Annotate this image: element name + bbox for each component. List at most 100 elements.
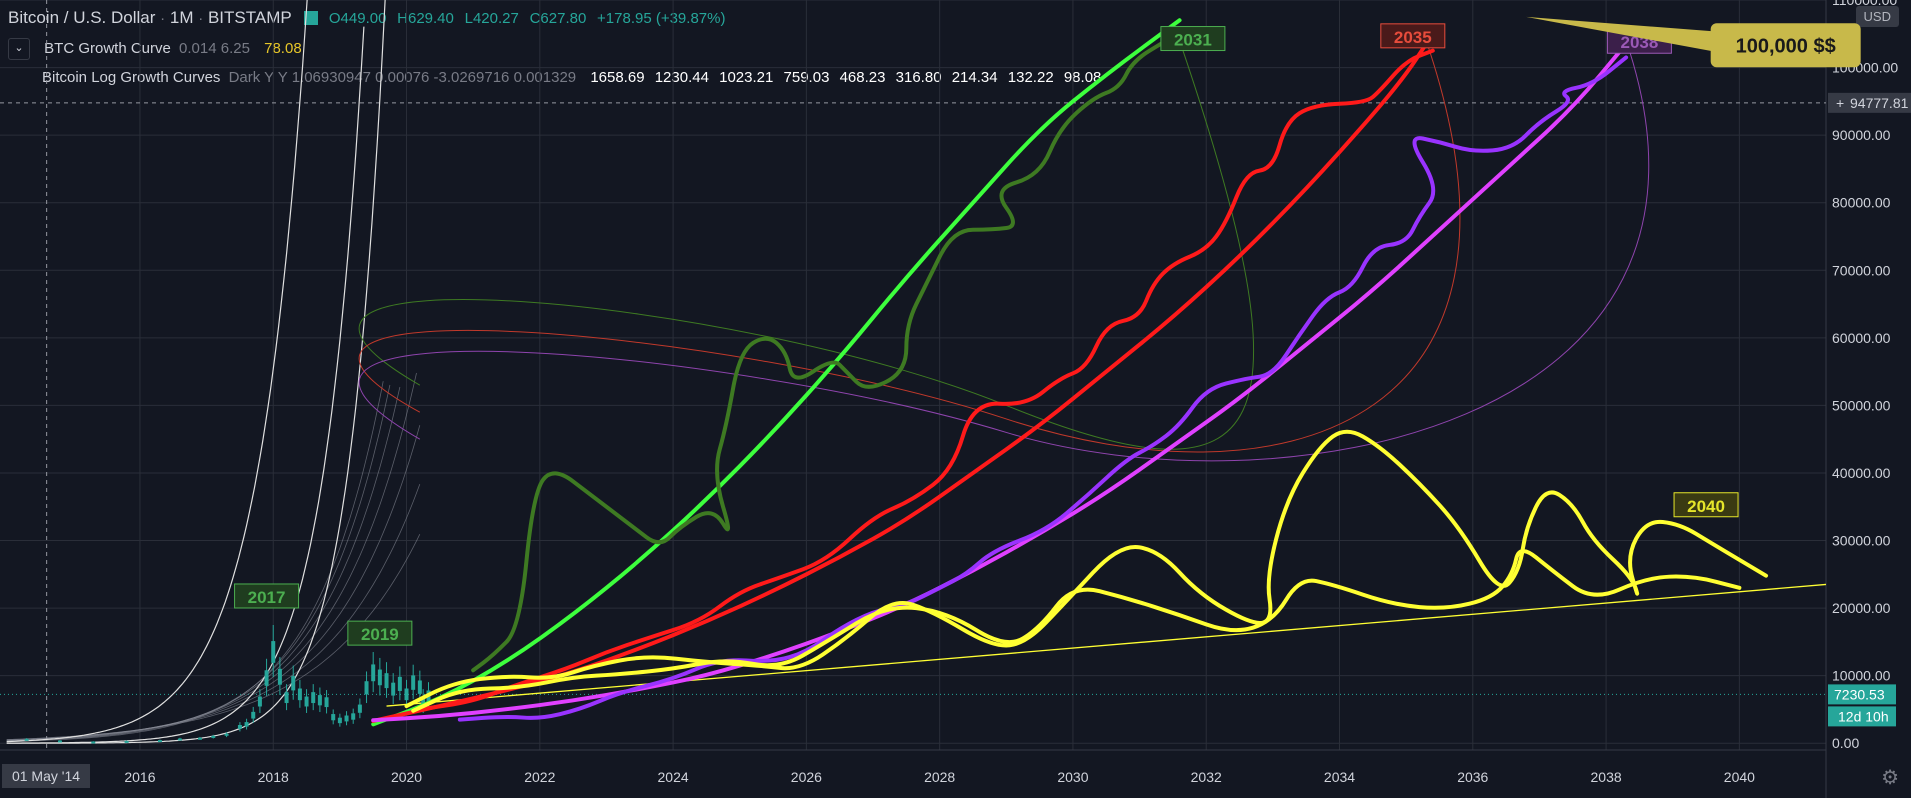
candle-body bbox=[91, 741, 96, 744]
year-label-box bbox=[1673, 492, 1739, 518]
candle-body bbox=[377, 669, 382, 686]
y-tick-label: 50000.00 bbox=[1832, 397, 1891, 413]
y-tick-label: 0.00 bbox=[1832, 735, 1859, 751]
high-value: H629.40 bbox=[397, 10, 454, 27]
sketch-path bbox=[471, 38, 1169, 673]
sketch-path bbox=[411, 549, 1742, 713]
x-tick-label: 2040 bbox=[1724, 769, 1755, 785]
candle-body bbox=[197, 737, 202, 740]
callout-pointer bbox=[1526, 16, 1713, 52]
sketch-path bbox=[417, 48, 1435, 712]
year-label-text: 2035 bbox=[1394, 28, 1432, 47]
x-tick-label: 2020 bbox=[391, 769, 422, 785]
year-label-text: 2019 bbox=[361, 625, 399, 644]
year-label-box bbox=[1380, 23, 1446, 49]
candle-body bbox=[397, 676, 402, 691]
candle-body bbox=[251, 711, 256, 719]
growth-curve-faint bbox=[6, 372, 417, 741]
x-tick-label: 2034 bbox=[1324, 769, 1355, 785]
year-label-text: 2040 bbox=[1687, 497, 1725, 516]
low-value: L420.27 bbox=[464, 10, 519, 27]
year-label-text: 2017 bbox=[248, 588, 286, 607]
candle-body bbox=[371, 664, 376, 682]
candle-body bbox=[277, 668, 282, 685]
candle-body bbox=[311, 692, 316, 704]
chart-legend: Bitcoin / U.S. Dollar · 1M · BITSTAMP O4… bbox=[8, 8, 731, 28]
x-tick-label: 2022 bbox=[524, 769, 555, 785]
candle-body bbox=[317, 695, 322, 706]
candle-body bbox=[271, 641, 276, 663]
indicator-row-2[interactable]: Bitcoin Log Growth Curves Dark Y Y 1.069… bbox=[42, 69, 1101, 86]
last-price-tag bbox=[1828, 684, 1896, 705]
indicator-value: 1230.44 bbox=[654, 69, 709, 86]
year-label-text: 2031 bbox=[1174, 31, 1212, 50]
close-value: C627.80 bbox=[529, 10, 587, 27]
x-tick-label: 2016 bbox=[124, 769, 155, 785]
candle-body bbox=[364, 681, 369, 695]
growth-curve-faint bbox=[6, 386, 401, 742]
interval-label[interactable]: 1M bbox=[169, 8, 194, 27]
candle-body bbox=[177, 738, 182, 741]
indicator-value: 214.34 bbox=[951, 69, 998, 86]
open-value: O449.00 bbox=[328, 10, 387, 27]
x-tick-label: 2032 bbox=[1191, 769, 1222, 785]
indicator-params: Dark Y Y 1.06930947 0.00076 -3.0269716 0… bbox=[228, 69, 577, 86]
growth-curve-white bbox=[6, 0, 386, 744]
candle-body bbox=[417, 680, 422, 694]
thin-arc bbox=[358, 40, 1461, 453]
x-tick-label: 2018 bbox=[258, 769, 289, 785]
candle-body bbox=[344, 715, 349, 722]
growth-curve bbox=[371, 18, 1182, 727]
y-tick-label: 80000.00 bbox=[1832, 195, 1891, 211]
y-tick-label: 70000.00 bbox=[1832, 262, 1891, 278]
x-tick-label: 2026 bbox=[791, 769, 822, 785]
legend-dot-1: · bbox=[160, 10, 166, 27]
date-tag-text: 01 May '14 bbox=[12, 768, 80, 784]
currency-badge[interactable]: USD bbox=[1855, 6, 1899, 27]
x-tick-label: 2030 bbox=[1057, 769, 1088, 785]
candle-body bbox=[411, 675, 416, 690]
candle-body bbox=[224, 733, 229, 736]
indicator-name: BTC Growth Curve bbox=[44, 39, 171, 57]
legend-dot-2: · bbox=[198, 10, 204, 27]
date-tag bbox=[2, 764, 90, 788]
candle-body bbox=[257, 696, 262, 707]
plus-icon: + bbox=[1836, 95, 1844, 111]
year-label-box bbox=[234, 583, 300, 609]
candle-body bbox=[264, 670, 269, 686]
symbol-title[interactable]: Bitcoin / U.S. Dollar bbox=[8, 8, 156, 27]
thin-arc bbox=[358, 40, 1255, 450]
crosshair-price-tag bbox=[1828, 92, 1911, 113]
candle-body bbox=[384, 673, 389, 689]
candle-body bbox=[124, 740, 129, 743]
chevron-down-icon[interactable]: ⌄ bbox=[8, 38, 30, 60]
year-label-box bbox=[347, 620, 413, 646]
candle-body bbox=[157, 740, 162, 743]
indicator-params: 0.014 6.25 bbox=[179, 39, 250, 57]
flag-icon[interactable] bbox=[304, 11, 319, 25]
price-callout-text: 100,000 $$ bbox=[1736, 35, 1836, 57]
gear-icon[interactable]: ⚙ bbox=[1881, 767, 1899, 789]
growth-curve-white bbox=[6, 26, 365, 744]
candle-body bbox=[304, 696, 309, 707]
candle-body bbox=[237, 725, 242, 729]
year-label-box bbox=[1160, 26, 1226, 52]
candle-body bbox=[404, 688, 409, 701]
indicator-value: 1023.21 bbox=[719, 69, 774, 86]
indicator-value: 468.23 bbox=[839, 69, 886, 86]
candle-body bbox=[244, 722, 249, 727]
indicator-value: 1658.69 bbox=[590, 69, 645, 86]
trendline bbox=[386, 583, 1827, 707]
growth-curve-faint bbox=[6, 381, 384, 742]
x-tick-label: 2024 bbox=[658, 769, 689, 785]
growth-curve bbox=[371, 41, 1429, 723]
indicator-value: 132.22 bbox=[1007, 69, 1054, 86]
exchange-label: BITSTAMP bbox=[207, 8, 292, 27]
candle-body bbox=[391, 682, 396, 696]
countdown-text: 12d 10h bbox=[1838, 708, 1889, 724]
candle-body bbox=[421, 696, 426, 707]
candle-body bbox=[337, 717, 342, 724]
y-tick-label: 20000.00 bbox=[1832, 600, 1891, 616]
y-tick-label: 10000.00 bbox=[1832, 668, 1891, 684]
